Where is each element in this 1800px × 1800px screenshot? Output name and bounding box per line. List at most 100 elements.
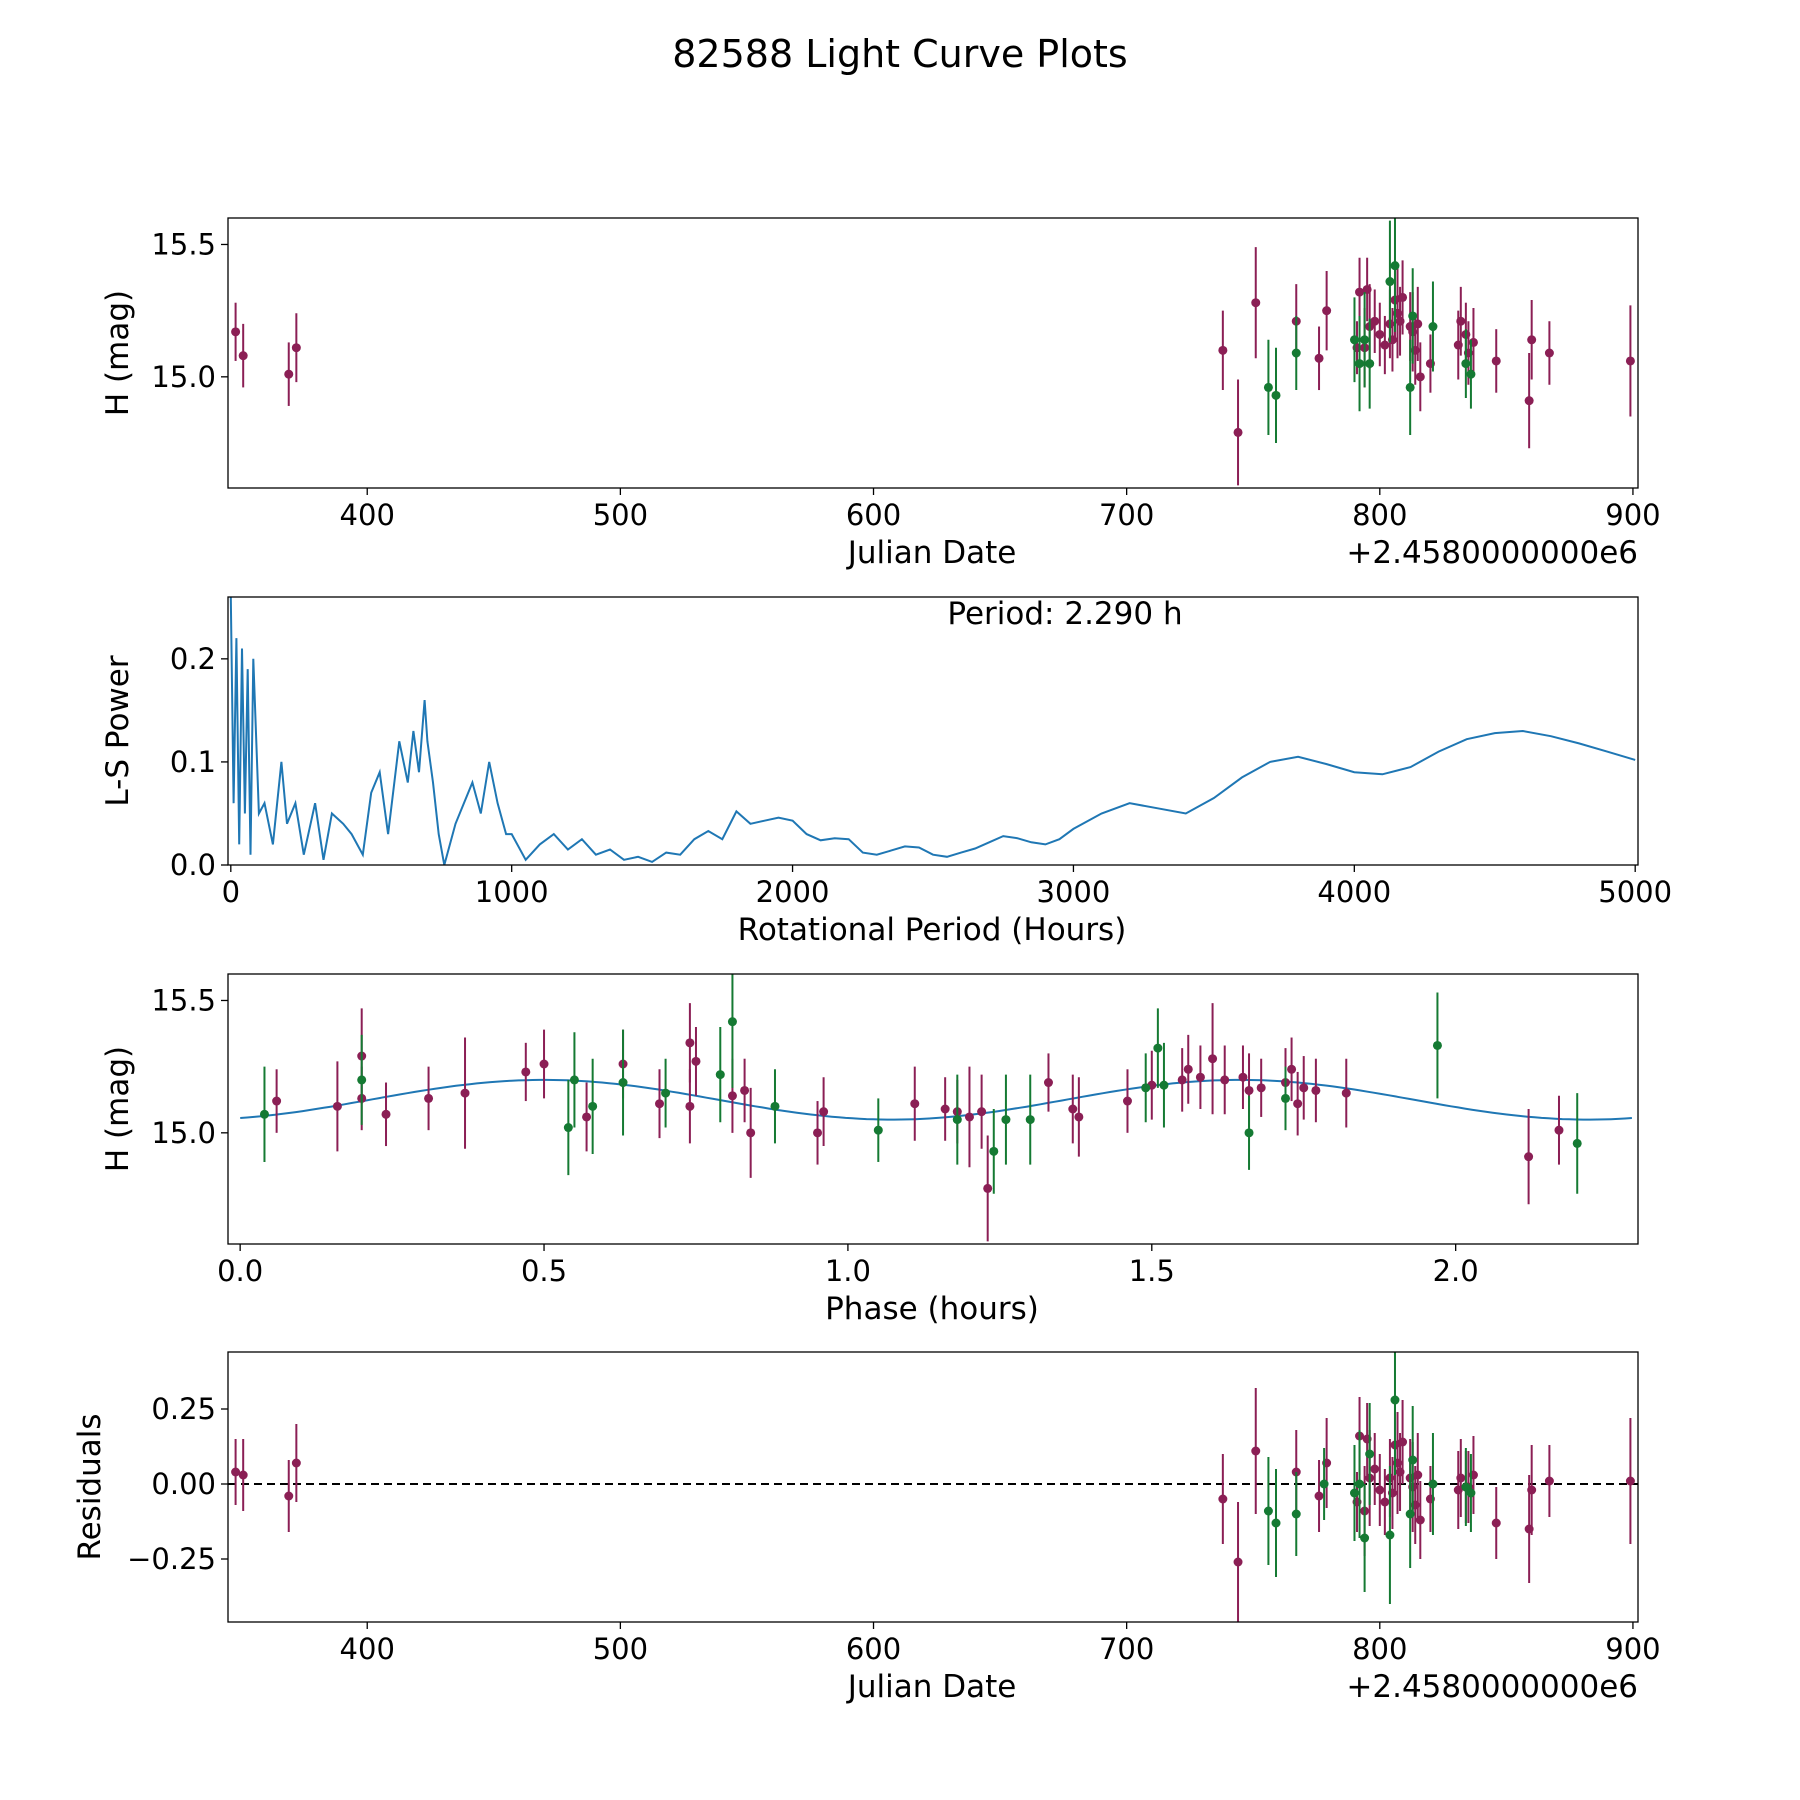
data-point-green xyxy=(727,1017,737,1027)
data-point-green xyxy=(873,1125,883,1135)
data-point-green xyxy=(1390,1395,1400,1405)
y-tick-label: 0.00 xyxy=(151,1467,216,1501)
data-point-green xyxy=(1025,1115,1035,1125)
y-tick-label: 15.5 xyxy=(151,227,216,261)
y-tick-label: 15.5 xyxy=(151,983,216,1017)
data-point-green xyxy=(1355,1479,1365,1489)
data-point-green xyxy=(618,1078,628,1088)
data-point-magenta xyxy=(1456,316,1466,326)
data-point-magenta xyxy=(1491,1518,1501,1528)
power-line xyxy=(229,597,1636,865)
periodogram-panel: 0 1000 2000 3000 4000 5000 0.0 0.1 0.2 Rotational… xyxy=(100,596,1672,948)
data-point-green xyxy=(989,1146,999,1156)
data-point-green xyxy=(588,1101,598,1111)
axes-frame xyxy=(227,973,1639,1245)
x-tick-label: 700 xyxy=(1099,498,1154,532)
data-point-magenta xyxy=(582,1112,592,1122)
x-tick-label: 600 xyxy=(846,1632,901,1666)
data-point-magenta xyxy=(727,1091,737,1101)
y-tick-label: 0.25 xyxy=(151,1392,216,1426)
data-point-magenta xyxy=(284,1491,294,1501)
x-tick-label: 800 xyxy=(1352,498,1407,532)
data-point-magenta xyxy=(1233,1557,1243,1567)
axes-frame xyxy=(227,1351,1639,1623)
data-point-magenta xyxy=(1527,1485,1537,1495)
data-point-magenta xyxy=(1208,1054,1218,1064)
data-point-magenta xyxy=(964,1112,974,1122)
data-point-magenta xyxy=(1314,353,1324,363)
data-point-green xyxy=(1271,1518,1281,1528)
y-tick-label: −0.25 xyxy=(127,1542,216,1576)
data-point-magenta xyxy=(813,1128,823,1138)
phased-panel: 0.0 0.5 1.0 1.5 2.0 15.0 15.5 Phase (hours) H (m… xyxy=(100,973,1639,1327)
data-point-magenta xyxy=(1177,1075,1187,1085)
data-point-green xyxy=(1385,1530,1395,1540)
data-point-green xyxy=(1365,359,1375,369)
x-tick-label: 0.0 xyxy=(217,1254,263,1288)
data-point-green xyxy=(357,1075,367,1085)
data-point-magenta xyxy=(685,1101,695,1111)
data-point-green xyxy=(1355,359,1365,369)
y-axis-label: L-S Power xyxy=(100,655,136,806)
data-point-green xyxy=(569,1075,579,1085)
data-point-magenta xyxy=(1398,292,1408,302)
x-tick-label: 1.5 xyxy=(1129,1254,1175,1288)
data-point-green xyxy=(1291,1509,1301,1519)
data-point-magenta xyxy=(819,1107,829,1117)
y-tick-label: 0.0 xyxy=(170,848,216,882)
data-point-green xyxy=(1360,335,1370,345)
data-point-green xyxy=(1141,1083,1151,1093)
data-point-magenta xyxy=(1524,1152,1534,1162)
residuals-panel: 400 500 600 700 800 900 0.25 0.00 −0.25 Julian Da… xyxy=(72,1351,1661,1705)
lightcurve-plot-area xyxy=(231,218,1635,486)
data-point-magenta xyxy=(381,1109,391,1119)
data-point-green xyxy=(952,1115,962,1125)
x-axis-label: Phase (hours) xyxy=(825,1291,1039,1327)
data-point-magenta xyxy=(1218,345,1228,355)
data-point-magenta xyxy=(940,1104,950,1114)
periodogram-plot-area xyxy=(229,597,1636,865)
y-axis-label: Residuals xyxy=(72,1413,108,1560)
data-point-magenta xyxy=(1293,1099,1303,1109)
data-point-magenta xyxy=(332,1101,342,1111)
y-tick-label: 0.2 xyxy=(170,642,216,676)
x-tick-label: 500 xyxy=(593,1632,648,1666)
data-point-magenta xyxy=(238,1470,248,1480)
data-point-green xyxy=(1572,1138,1582,1148)
x-tick-label: 400 xyxy=(340,1632,395,1666)
x-tick-label: 2000 xyxy=(756,875,830,909)
data-point-magenta xyxy=(983,1183,993,1193)
data-point-magenta xyxy=(1314,1491,1324,1501)
data-point-magenta xyxy=(1413,319,1423,329)
x-tick-label: 4000 xyxy=(1317,875,1391,909)
data-point-magenta xyxy=(1043,1078,1053,1088)
data-point-green xyxy=(1466,369,1476,379)
data-point-magenta xyxy=(1370,316,1380,326)
data-point-green xyxy=(1365,1449,1375,1459)
fit-curve xyxy=(240,1078,1632,1121)
data-point-magenta xyxy=(1341,1088,1351,1098)
data-point-green xyxy=(1408,311,1418,321)
data-point-magenta xyxy=(655,1099,665,1109)
data-point-magenta xyxy=(1456,1473,1466,1483)
data-point-green xyxy=(1408,1455,1418,1465)
data-point-green xyxy=(1271,390,1281,400)
x-tick-label: 800 xyxy=(1352,1632,1407,1666)
data-point-green xyxy=(1466,1488,1476,1498)
data-point-magenta xyxy=(460,1088,470,1098)
lightcurve-panel: 400 500 600 700 800 900 15.0 15.5 Julian Date H (… xyxy=(100,217,1661,571)
data-point-green xyxy=(563,1123,573,1133)
y-tick-label: 0.1 xyxy=(170,745,216,779)
phased-plot-area xyxy=(240,974,1632,1242)
data-point-green xyxy=(661,1088,671,1098)
axes-frame xyxy=(227,217,1639,489)
x-tick-label: 3000 xyxy=(1037,875,1111,909)
data-point-magenta xyxy=(910,1099,920,1109)
data-point-green xyxy=(1461,359,1471,369)
x-offset-label: +2.4580000000e6 xyxy=(1346,535,1638,571)
data-point-magenta xyxy=(746,1128,756,1138)
x-tick-label: 5000 xyxy=(1598,875,1672,909)
data-point-magenta xyxy=(1355,287,1365,297)
data-point-green xyxy=(1319,1479,1329,1489)
